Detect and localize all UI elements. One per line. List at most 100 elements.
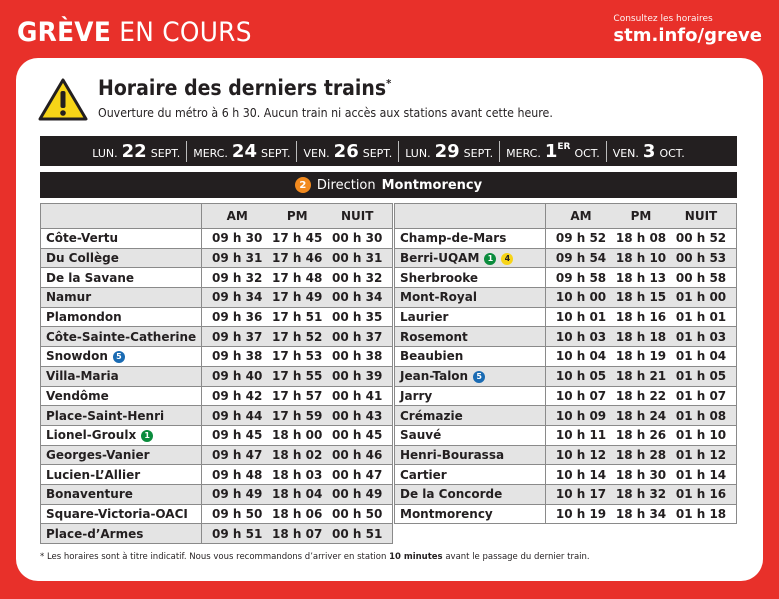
- station-name: Plamondon: [39, 306, 203, 328]
- station-name: Beaubien: [394, 346, 546, 367]
- departure-times: 10 h 19 18 h 34 01 h 18: [545, 503, 737, 525]
- station-name: Square-Victoria-OACI: [39, 503, 203, 525]
- departure-times: 09 h 50 18 h 06 00 h 50: [201, 503, 394, 525]
- time-am: 10 h 12: [555, 447, 607, 462]
- time-am: 09 h 40: [212, 369, 263, 384]
- time-nuit: 00 h 43: [332, 408, 383, 423]
- time-am: 10 h 03: [555, 329, 607, 344]
- time-pm: 17 h 55: [272, 369, 323, 384]
- table-row: Vendôme 09 h 42 17 h 57 00 h 41: [39, 385, 394, 407]
- strike-banner-title: GRÈVE EN COURS: [17, 17, 252, 48]
- date-day: LUN.: [405, 146, 431, 160]
- departure-times: 09 h 54 18 h 10 00 h 53: [545, 247, 737, 269]
- time-pm: 17 h 57: [272, 388, 323, 403]
- title-bold: GRÈVE: [17, 17, 112, 48]
- stm-link[interactable]: stm.info/greve: [613, 25, 762, 46]
- departure-times: 10 h 12 18 h 28 01 h 12: [545, 444, 737, 466]
- time-am: 09 h 51: [212, 526, 263, 541]
- table-row: Mont-Royal 10 h 00 18 h 15 01 h 00: [394, 287, 737, 308]
- strike-date: VEN. 3 OCT.: [605, 140, 691, 162]
- time-pm: 17 h 45: [272, 231, 323, 246]
- departure-times: 09 h 48 18 h 03 00 h 47: [201, 464, 394, 485]
- time-nuit: 01 h 05: [675, 369, 727, 384]
- date-day: LUN.: [92, 146, 118, 160]
- time-nuit: 01 h 12: [675, 447, 727, 462]
- station-name: Place-d’Armes: [39, 523, 203, 544]
- time-pm: 18 h 30: [615, 467, 667, 482]
- time-am: 10 h 01: [555, 310, 607, 325]
- departure-times: 10 h 14 18 h 30 01 h 14: [545, 464, 737, 485]
- date-month: SEPT.: [150, 146, 181, 160]
- time-am: 10 h 05: [555, 369, 607, 384]
- time-nuit: 00 h 50: [332, 506, 383, 521]
- departure-times: 09 h 32 17 h 48 00 h 32: [201, 267, 394, 289]
- schedule-table-right: AM PM NUIT Champ-de-Mars 09 h 52 18 h 08 00 h …: [394, 203, 737, 525]
- time-am: 10 h 11: [555, 428, 607, 443]
- departure-times: 10 h 03 18 h 18 01 h 03: [545, 326, 737, 348]
- time-am: 10 h 14: [555, 467, 607, 482]
- time-nuit: 00 h 37: [332, 329, 383, 344]
- title-footnote-mark: *: [386, 77, 392, 90]
- page-title: Horaire des derniers trains*: [98, 76, 391, 100]
- table-row: Laurier 10 h 01 18 h 16 01 h 01: [394, 306, 737, 328]
- table-row: Jarry 10 h 07 18 h 22 01 h 07: [394, 385, 737, 407]
- time-am: 10 h 09: [555, 408, 607, 423]
- time-nuit: 00 h 30: [332, 231, 383, 246]
- station-name: Crémazie: [394, 405, 546, 426]
- station-name: Jean-Talon 5: [394, 365, 546, 387]
- table-row: Jean-Talon 5 10 h 05 18 h 21 01 h 05: [394, 365, 737, 387]
- strike-date: MERC. 1ER OCT.: [499, 140, 606, 162]
- date-number: 1ER: [544, 140, 571, 162]
- time-pm: 18 h 00: [272, 428, 323, 443]
- time-nuit: 00 h 47: [332, 467, 383, 482]
- table-row: Crémazie 10 h 09 18 h 24 01 h 08: [394, 405, 737, 426]
- table-row: Sauvé 10 h 11 18 h 26 01 h 10: [394, 424, 737, 446]
- time-nuit: 00 h 41: [332, 388, 383, 403]
- time-nuit: 01 h 16: [675, 487, 727, 502]
- station-name: Sherbrooke: [394, 267, 546, 289]
- station-name: Mont-Royal: [394, 287, 546, 308]
- time-pm: 18 h 06: [272, 506, 323, 521]
- station-name: Snowdon 5: [39, 346, 203, 367]
- date-month: OCT.: [574, 146, 600, 160]
- time-nuit: 00 h 39: [332, 369, 383, 384]
- station-name: Montmorency: [394, 503, 546, 525]
- time-header: AM PM NUIT: [201, 203, 394, 229]
- direction-bar: 2 Direction Montmorency: [40, 172, 737, 198]
- departure-times: 09 h 34 17 h 49 00 h 34: [201, 287, 394, 308]
- time-am: 09 h 54: [555, 251, 607, 266]
- time-nuit: 01 h 14: [675, 467, 727, 482]
- time-pm: 18 h 24: [615, 408, 667, 423]
- table-row: Du Collège 09 h 31 17 h 46 00 h 31: [39, 247, 394, 269]
- table-row: Plamondon 09 h 36 17 h 51 00 h 35: [39, 306, 394, 328]
- footnote-text: * Les horaires sont à titre indicatif. N…: [40, 552, 390, 562]
- direction-label: Direction: [316, 177, 376, 193]
- station-name: Vendôme: [39, 385, 203, 407]
- station-name: Georges-Vanier: [39, 444, 203, 466]
- time-am: 09 h 38: [212, 349, 263, 364]
- time-pm: 18 h 22: [615, 388, 667, 403]
- departure-times: 10 h 11 18 h 26 01 h 10: [545, 424, 737, 446]
- departure-times: 09 h 45 18 h 00 00 h 45: [201, 424, 394, 446]
- departure-times: 10 h 00 18 h 15 01 h 00: [545, 287, 737, 308]
- strike-date: LUN. 29 SEPT.: [398, 140, 499, 162]
- table-row: Georges-Vanier 09 h 47 18 h 02 00 h 46: [39, 444, 394, 466]
- time-pm: 17 h 49: [272, 290, 323, 305]
- table-row: Côte-Sainte-Catherine 09 h 37 17 h 52 00 h …: [39, 326, 394, 348]
- time-nuit: 00 h 53: [675, 251, 727, 266]
- departure-times: 09 h 42 17 h 57 00 h 41: [201, 385, 394, 407]
- time-pm: 18 h 21: [615, 369, 667, 384]
- footnote: * Les horaires sont à titre indicatif. N…: [40, 552, 590, 562]
- station-name: Cartier: [394, 464, 546, 485]
- departure-times: 09 h 44 17 h 59 00 h 43: [201, 405, 394, 426]
- time-nuit: 00 h 46: [332, 447, 383, 462]
- departure-times: 10 h 04 18 h 19 01 h 04: [545, 346, 737, 367]
- date-month: OCT.: [659, 146, 685, 160]
- line-4-badge-icon: 4: [501, 253, 514, 266]
- time-am: 09 h 30: [212, 231, 263, 246]
- station-header: [39, 203, 203, 229]
- time-nuit: 00 h 32: [332, 270, 383, 285]
- table-row: Place-Saint-Henri 09 h 44 17 h 59 00 h 43: [39, 405, 394, 426]
- time-pm: 18 h 07: [272, 526, 323, 541]
- table-row: Lucien-L’Allier 09 h 48 18 h 03 00 h 47: [39, 464, 394, 485]
